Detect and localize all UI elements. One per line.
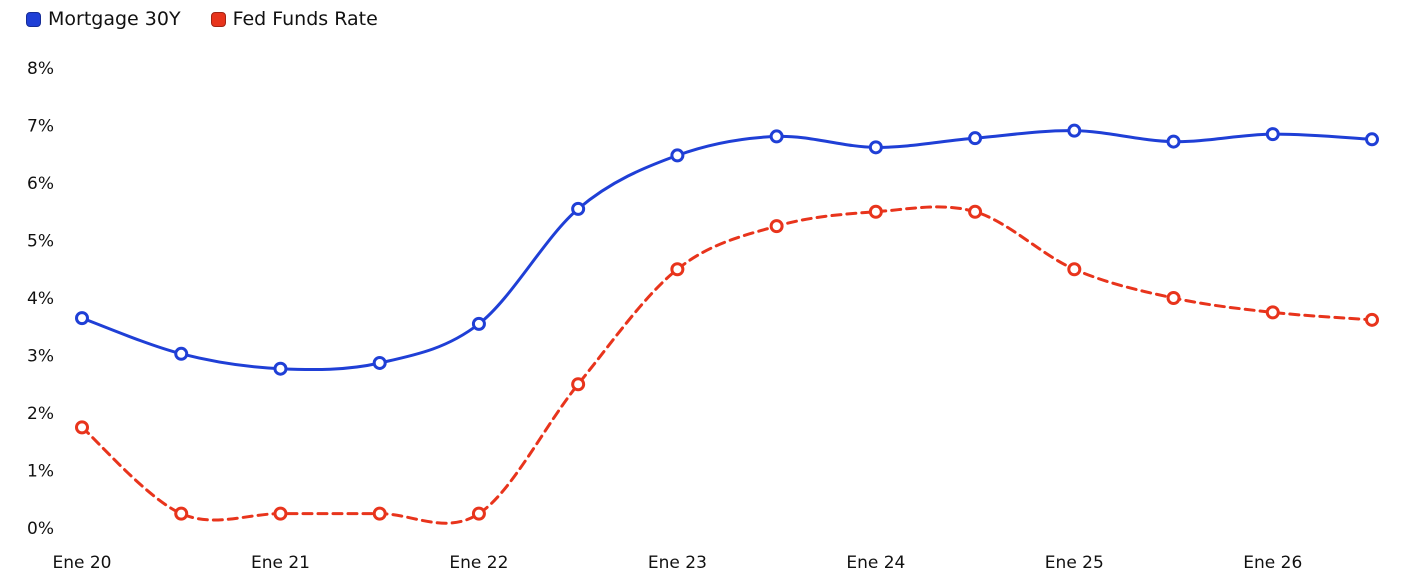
data-point-fed-funds-rate [372, 506, 387, 521]
x-tick-label: Ene 22 [449, 553, 508, 573]
legend-swatch-fed-funds [210, 11, 226, 27]
data-point-mortgage-30y [273, 361, 288, 376]
x-tick-label: Ene 24 [846, 553, 905, 573]
data-point-fed-funds-rate [471, 506, 486, 521]
y-tick-label: 1% [27, 462, 54, 482]
data-point-fed-funds-rate [1166, 291, 1181, 305]
data-point-fed-funds-rate [968, 204, 983, 219]
legend-item-fed-funds[interactable]: Fed Funds Rate [210, 8, 378, 30]
legend-label-mortgage: Mortgage 30Y [48, 8, 181, 30]
data-point-fed-funds-rate [769, 219, 784, 234]
x-tick-label: Ene 20 [52, 553, 111, 573]
y-tick-label: 6% [27, 174, 54, 194]
x-tick-label: Ene 25 [1045, 553, 1104, 573]
data-point-mortgage-30y [868, 140, 883, 155]
y-tick-label: 7% [27, 117, 54, 137]
data-point-fed-funds-rate [670, 262, 685, 277]
legend-item-mortgage[interactable]: Mortgage 30Y [26, 8, 181, 30]
data-point-mortgage-30y [769, 129, 784, 144]
data-point-fed-funds-rate [75, 420, 89, 435]
y-tick-label: 5% [27, 232, 54, 252]
data-point-mortgage-30y [75, 311, 89, 326]
data-point-fed-funds-rate [1365, 312, 1379, 327]
data-point-mortgage-30y [968, 131, 983, 146]
x-tick-label: Ene 23 [648, 553, 707, 573]
data-point-mortgage-30y [372, 355, 387, 370]
data-point-mortgage-30y [1365, 132, 1379, 147]
data-point-fed-funds-rate [273, 506, 288, 521]
y-tick-label: 4% [27, 289, 54, 309]
data-point-fed-funds-rate [868, 204, 883, 219]
data-point-fed-funds-rate [1067, 262, 1082, 277]
data-point-fed-funds-rate [571, 377, 586, 392]
data-point-mortgage-30y [1166, 134, 1181, 149]
data-point-mortgage-30y [571, 201, 586, 216]
legend-label-fed-funds: Fed Funds Rate [232, 8, 378, 30]
data-point-mortgage-30y [670, 148, 685, 163]
data-point-fed-funds-rate [174, 506, 189, 521]
chart-legend: Mortgage 30Y Fed Funds Rate [26, 8, 378, 30]
data-point-fed-funds-rate [1265, 305, 1280, 320]
data-point-mortgage-30y [471, 316, 486, 331]
data-point-mortgage-30y [1265, 127, 1280, 142]
y-tick-label: 2% [27, 404, 54, 424]
x-tick-label: Ene 21 [251, 553, 310, 573]
x-tick-label: Ene 26 [1243, 553, 1302, 573]
legend-swatch-mortgage [26, 11, 41, 27]
y-tick-label: 3% [27, 347, 54, 367]
data-point-mortgage-30y [174, 346, 189, 361]
data-point-mortgage-30y [1067, 123, 1082, 138]
series-line-mortgage-30y [80, 129, 1374, 372]
y-tick-label: 0% [27, 519, 54, 539]
y-tick-label: 8% [27, 59, 54, 79]
